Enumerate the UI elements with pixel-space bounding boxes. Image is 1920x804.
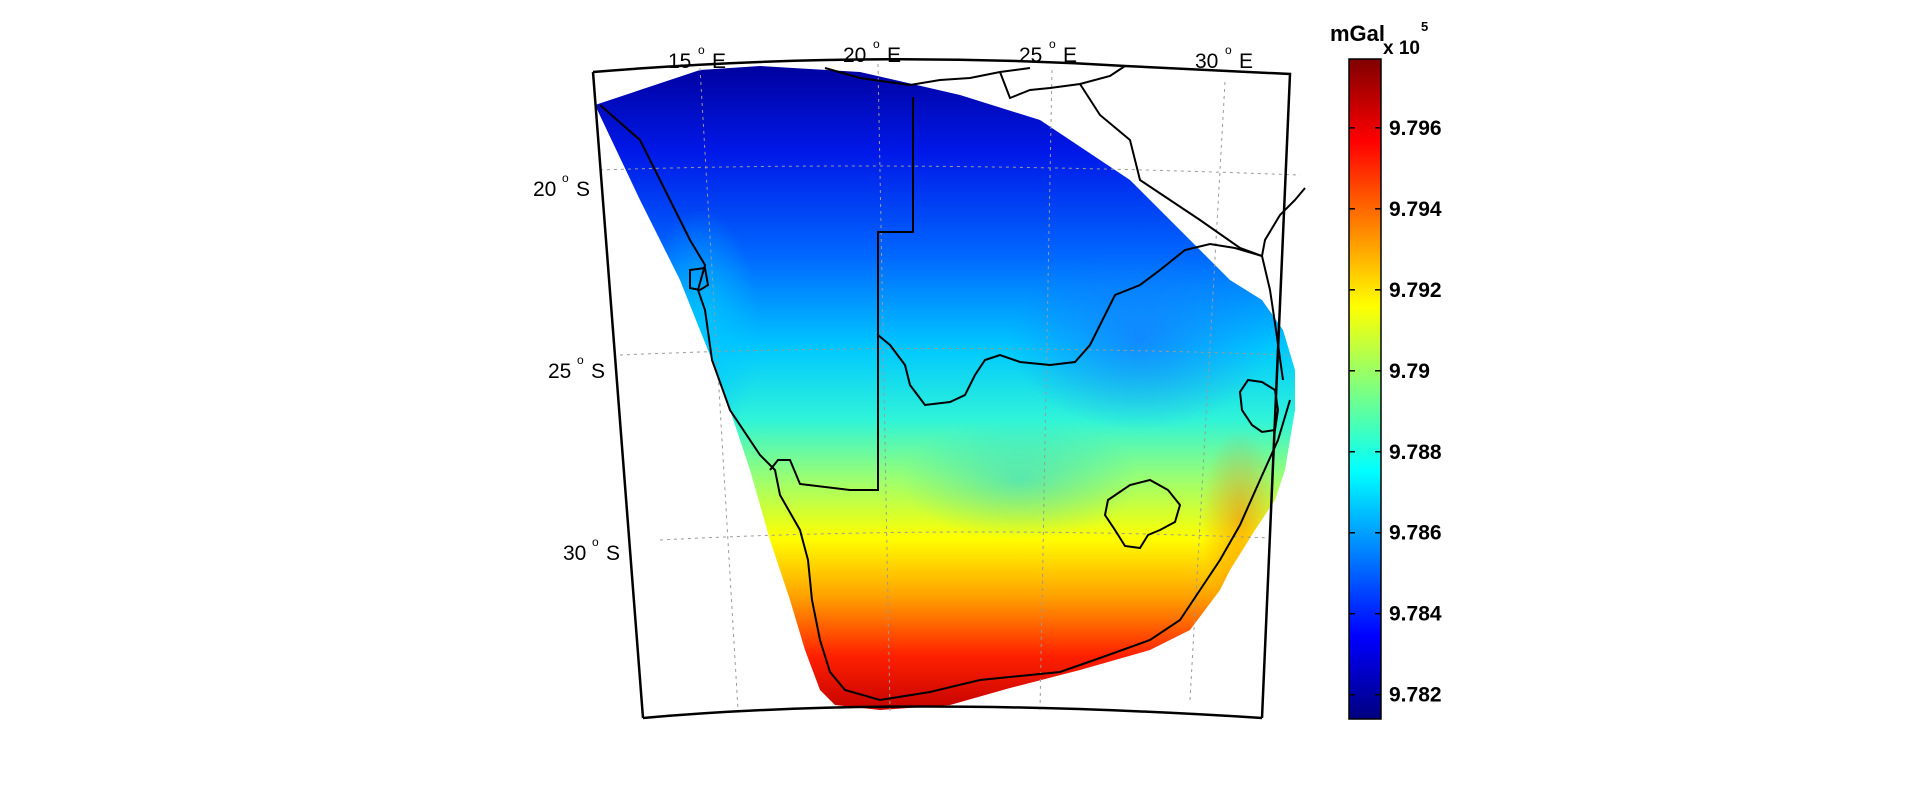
svg-text:o: o — [1049, 37, 1056, 51]
svg-text:S: S — [591, 360, 605, 383]
colorbar-tick-label: 9.796 — [1389, 117, 1442, 140]
svg-text:E: E — [1239, 50, 1253, 73]
svg-text:E: E — [1063, 44, 1077, 67]
graticule — [599, 63, 1301, 713]
lat-label-25: 25 — [548, 360, 571, 383]
colorbar-tick-label: 9.792 — [1389, 279, 1442, 302]
country-borders — [599, 65, 1306, 702]
longitude-labels: 15 o E 20 o E 25 o E 30 o E — [668, 37, 1253, 73]
colorbar-unit: mGal — [1330, 21, 1385, 46]
colorbar-multiplier: x 10 — [1383, 38, 1420, 59]
lon-label-20: 20 — [843, 44, 866, 67]
svg-text:S: S — [606, 542, 620, 565]
svg-text:o: o — [1225, 43, 1232, 57]
colorbar: mGal x 10 5 9.796 9.794 9.792 9.79 9.788 9.78… — [1330, 19, 1442, 720]
colorbar-ticks: 9.796 9.794 9.792 9.79 9.788 9.786 9.784 9.782 — [1349, 117, 1442, 707]
latitude-labels: 20 o S 25 o S 30 o S — [533, 171, 620, 565]
svg-text:S: S — [576, 178, 590, 201]
lat-label-20: 20 — [533, 178, 556, 201]
colorbar-tick-label: 9.788 — [1389, 441, 1442, 464]
lon-label-15: 15 — [668, 50, 691, 73]
map-frame — [591, 58, 1292, 720]
colorbar-tick-label: 9.794 — [1389, 198, 1442, 221]
svg-text:o: o — [592, 535, 599, 549]
colorbar-tick-label: 9.786 — [1389, 522, 1442, 545]
colorbar-tick-label: 9.784 — [1389, 603, 1442, 626]
colorbar-gradient — [1348, 58, 1382, 720]
colorbar-tick-label: 9.782 — [1389, 684, 1442, 707]
svg-text:o: o — [873, 37, 880, 51]
colorbar-exponent: 5 — [1421, 19, 1428, 34]
svg-text:o: o — [562, 171, 569, 185]
lat-label-30: 30 — [563, 542, 586, 565]
lon-label-30: 30 — [1195, 50, 1218, 73]
svg-text:o: o — [577, 353, 584, 367]
svg-text:o: o — [698, 43, 705, 57]
svg-text:E: E — [712, 50, 726, 73]
colorbar-tick-label: 9.79 — [1389, 360, 1430, 383]
svg-text:E: E — [887, 44, 901, 67]
gravity-surface — [595, 66, 1295, 710]
lon-label-25: 25 — [1019, 44, 1042, 67]
